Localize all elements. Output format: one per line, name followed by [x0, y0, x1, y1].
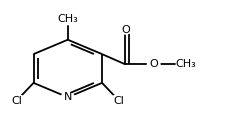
Text: N: N [63, 92, 72, 102]
Circle shape [61, 93, 74, 101]
Circle shape [176, 59, 194, 70]
Circle shape [58, 14, 76, 25]
Circle shape [119, 26, 131, 34]
Text: O: O [121, 25, 129, 35]
Text: Cl: Cl [113, 96, 124, 106]
Text: CH₃: CH₃ [174, 59, 195, 69]
Circle shape [109, 95, 128, 106]
Circle shape [7, 95, 26, 106]
Circle shape [147, 61, 159, 68]
Text: Cl: Cl [11, 96, 22, 106]
Text: CH₃: CH₃ [57, 14, 78, 24]
Text: O: O [149, 59, 157, 69]
